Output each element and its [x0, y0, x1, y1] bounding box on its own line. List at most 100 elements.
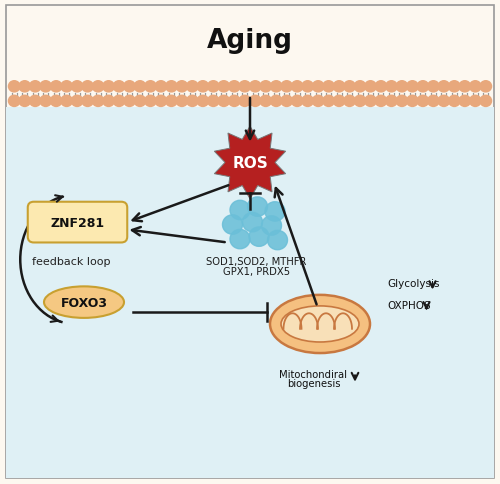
Circle shape [312, 95, 324, 108]
Circle shape [238, 81, 252, 93]
Circle shape [458, 81, 471, 93]
Circle shape [196, 95, 209, 108]
Circle shape [354, 95, 366, 108]
Circle shape [332, 95, 345, 108]
Circle shape [262, 216, 281, 236]
Circle shape [448, 95, 461, 108]
Ellipse shape [270, 295, 370, 353]
Circle shape [385, 95, 398, 108]
Circle shape [238, 95, 252, 108]
Circle shape [112, 81, 126, 93]
Circle shape [332, 81, 345, 93]
Circle shape [322, 81, 335, 93]
Circle shape [81, 81, 94, 93]
Circle shape [343, 81, 356, 93]
Circle shape [322, 95, 335, 108]
Circle shape [385, 81, 398, 93]
Circle shape [343, 95, 356, 108]
Text: Mitochondiral: Mitochondiral [280, 369, 347, 379]
Circle shape [8, 81, 20, 93]
Circle shape [102, 81, 115, 93]
Circle shape [218, 95, 230, 108]
Circle shape [469, 81, 482, 93]
Circle shape [39, 95, 52, 108]
Circle shape [469, 95, 482, 108]
Circle shape [364, 81, 377, 93]
Circle shape [196, 81, 209, 93]
Circle shape [416, 81, 430, 93]
FancyBboxPatch shape [6, 6, 494, 478]
Circle shape [270, 81, 282, 93]
Circle shape [396, 81, 408, 93]
Text: ROS: ROS [232, 156, 268, 170]
Circle shape [480, 81, 492, 93]
Circle shape [123, 81, 136, 93]
Circle shape [70, 81, 84, 93]
Circle shape [154, 81, 168, 93]
Circle shape [207, 95, 220, 108]
Circle shape [154, 95, 168, 108]
Circle shape [228, 81, 241, 93]
Circle shape [207, 81, 220, 93]
Circle shape [259, 81, 272, 93]
Text: Aging: Aging [207, 28, 293, 54]
Circle shape [270, 95, 282, 108]
Circle shape [248, 197, 268, 217]
Text: biogenesis: biogenesis [287, 378, 340, 389]
Circle shape [50, 95, 62, 108]
Circle shape [92, 81, 104, 93]
Circle shape [18, 81, 31, 93]
Text: GPX1, PRDX5: GPX1, PRDX5 [223, 266, 290, 276]
Circle shape [312, 81, 324, 93]
Circle shape [374, 81, 388, 93]
Text: FOXO3: FOXO3 [60, 296, 108, 309]
Circle shape [427, 95, 440, 108]
Circle shape [28, 95, 42, 108]
Circle shape [176, 95, 188, 108]
Circle shape [268, 231, 287, 250]
Circle shape [406, 95, 419, 108]
Circle shape [448, 81, 461, 93]
Circle shape [259, 95, 272, 108]
Circle shape [50, 81, 62, 93]
Text: SOD1,SOD2, MTHFR: SOD1,SOD2, MTHFR [206, 257, 306, 267]
Circle shape [92, 95, 104, 108]
Circle shape [134, 81, 146, 93]
Circle shape [354, 81, 366, 93]
Circle shape [60, 81, 73, 93]
Circle shape [458, 95, 471, 108]
Circle shape [265, 202, 285, 222]
Circle shape [28, 81, 42, 93]
Circle shape [301, 95, 314, 108]
Circle shape [165, 95, 178, 108]
Circle shape [8, 95, 20, 108]
Circle shape [186, 81, 199, 93]
Ellipse shape [281, 306, 359, 342]
Circle shape [301, 81, 314, 93]
Circle shape [123, 95, 136, 108]
Circle shape [242, 213, 262, 232]
Circle shape [427, 81, 440, 93]
Circle shape [144, 81, 157, 93]
Circle shape [18, 95, 31, 108]
FancyBboxPatch shape [6, 108, 494, 478]
Circle shape [102, 95, 115, 108]
Circle shape [39, 81, 52, 93]
Circle shape [438, 81, 450, 93]
Circle shape [176, 81, 188, 93]
Circle shape [416, 95, 430, 108]
Circle shape [480, 95, 492, 108]
Circle shape [60, 95, 73, 108]
Circle shape [438, 95, 450, 108]
Text: ZNF281: ZNF281 [50, 216, 104, 229]
Circle shape [186, 95, 199, 108]
Circle shape [290, 95, 304, 108]
Circle shape [144, 95, 157, 108]
Circle shape [248, 95, 262, 108]
Circle shape [406, 81, 419, 93]
Text: feedback loop: feedback loop [32, 257, 111, 266]
Circle shape [248, 81, 262, 93]
Ellipse shape [44, 287, 124, 318]
Circle shape [249, 227, 269, 247]
Circle shape [81, 95, 94, 108]
